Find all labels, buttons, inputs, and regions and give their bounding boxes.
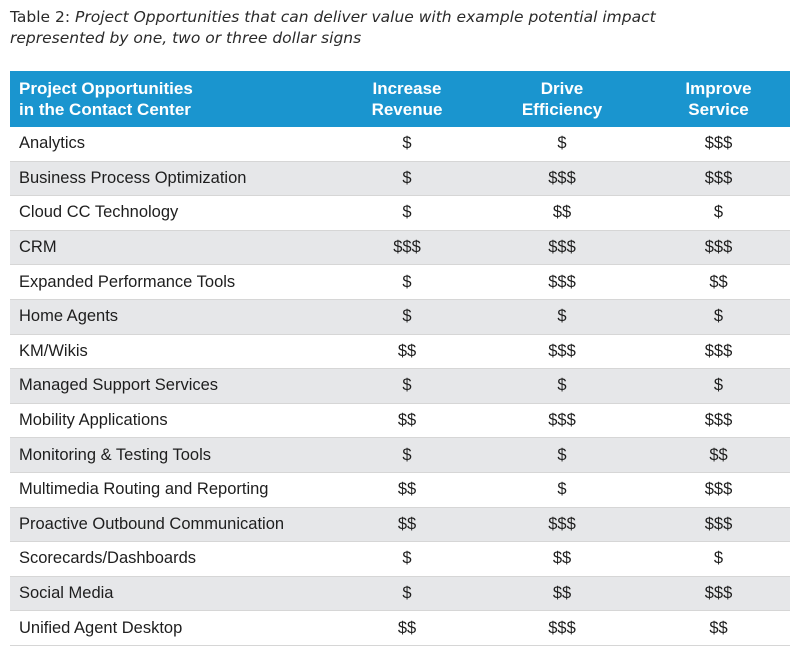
cell-improve-service: $$ (709, 445, 728, 464)
cell-drive-efficiency: $$$ (548, 168, 576, 187)
cell-improve-service: $$$ (704, 411, 733, 430)
header-col1-line1: Increase (372, 79, 442, 98)
opportunities-table: Project Opportunities in the Contact Cen… (10, 71, 790, 646)
table-row: Mobility Applications $$ $$$ $$$ (10, 404, 790, 439)
cell-improve-service: $ (713, 549, 724, 568)
cell-project-name: Home Agents (19, 307, 119, 326)
cell-increase-revenue: $$ (397, 411, 417, 430)
table-body: Analytics $ $ $$$ Business Process Optimizat… (10, 127, 790, 646)
cell-improve-service: $$$ (704, 584, 733, 603)
cell-project-name: Analytics (19, 134, 86, 153)
cell-improve-service: $ (713, 307, 724, 326)
cell-drive-efficiency: $$$ (548, 618, 576, 637)
cell-increase-revenue: $ (402, 549, 412, 568)
cell-project-name: Cloud CC Technology (19, 203, 179, 222)
cell-drive-efficiency: $$ (552, 549, 572, 568)
cell-drive-efficiency: $$$ (548, 411, 576, 430)
caption-lead: Table 2: (10, 8, 76, 26)
cell-increase-revenue: $ (402, 445, 412, 464)
cell-drive-efficiency: $ (557, 134, 567, 153)
cell-improve-service: $$$ (704, 168, 733, 187)
cell-project-name: Social Media (19, 584, 114, 603)
cell-increase-revenue: $$ (397, 618, 417, 637)
cell-improve-service: $$$ (704, 238, 733, 257)
header-col0-line2: in the Contact Center (19, 100, 191, 119)
cell-project-name: KM/Wikis (19, 341, 88, 360)
table-caption: Table 2: Project Opportunities that can … (10, 7, 710, 49)
cell-increase-revenue: $ (402, 168, 412, 187)
cell-increase-revenue: $ (402, 134, 412, 153)
cell-project-name: Managed Support Services (19, 376, 219, 395)
cell-drive-efficiency: $ (557, 445, 567, 464)
table-row: Social Media $ $$ $$$ (10, 576, 790, 612)
cell-project-name: Multimedia Routing and Reporting (19, 480, 269, 499)
cell-increase-revenue: $ (402, 584, 412, 603)
header-col3-line1: Improve (685, 79, 752, 98)
cell-drive-efficiency: $$$ (548, 514, 576, 533)
table-row: Cloud CC Technology $ $$ $ (10, 196, 790, 231)
cell-improve-service: $ (713, 203, 724, 222)
cell-project-name: CRM (19, 238, 57, 257)
cell-improve-service: $$$ (704, 514, 733, 533)
cell-increase-revenue: $$$ (393, 238, 421, 257)
cell-project-name: Unified Agent Desktop (19, 618, 183, 637)
header-improve-service: Improve Service (647, 78, 790, 120)
table-row: Unified Agent Desktop $$ $$$ $$ (10, 611, 790, 646)
header-col1-line2: Revenue (371, 100, 443, 119)
table-row: Scorecards/Dashboards $ $$ $ (10, 542, 790, 577)
header-col3-line2: Service (688, 100, 749, 119)
cell-project-name: Scorecards/Dashboards (19, 549, 197, 568)
table-row: Home Agents $ $ $ (10, 299, 790, 335)
cell-increase-revenue: $$ (397, 514, 417, 533)
table-row: Proactive Outbound Communication $$ $$$ $$$ (10, 507, 790, 543)
caption-text: Project Opportunities that can deliver v… (10, 8, 656, 47)
table-row: KM/Wikis $$ $$$ $$$ (10, 335, 790, 370)
cell-project-name: Expanded Performance Tools (19, 272, 236, 291)
cell-project-name: Monitoring & Testing Tools (19, 445, 211, 464)
cell-drive-efficiency: $$$ (548, 238, 576, 257)
cell-drive-efficiency: $$$ (548, 341, 576, 360)
cell-improve-service: $$ (709, 618, 728, 637)
table-row: Managed Support Services $ $ $ (10, 369, 790, 404)
cell-drive-efficiency: $ (557, 480, 567, 499)
header-col0-line1: Project Opportunities (19, 79, 193, 98)
header-increase-revenue: Increase Revenue (337, 78, 477, 120)
cell-project-name: Proactive Outbound Communication (19, 514, 285, 533)
table-row: Multimedia Routing and Reporting $$ $ $$$ (10, 473, 790, 508)
table-header: Project Opportunities in the Contact Cen… (10, 71, 790, 127)
cell-improve-service: $$$ (704, 341, 733, 360)
cell-increase-revenue: $ (402, 203, 412, 222)
table-row: Analytics $ $ $$$ (10, 127, 790, 162)
cell-improve-service: $$ (709, 272, 728, 291)
cell-drive-efficiency: $ (557, 307, 567, 326)
cell-increase-revenue: $ (402, 272, 412, 291)
table-row: Monitoring & Testing Tools $ $ $$ (10, 438, 790, 473)
header-project-opportunities: Project Opportunities in the Contact Cen… (10, 78, 337, 120)
table-row: CRM $$$ $$$ $$$ (10, 230, 790, 266)
cell-drive-efficiency: $$$ (548, 272, 576, 291)
header-drive-efficiency: Drive Efficiency (477, 78, 647, 120)
cell-increase-revenue: $$ (397, 341, 417, 360)
cell-project-name: Mobility Applications (19, 411, 168, 430)
cell-improve-service: $$$ (704, 480, 733, 499)
cell-improve-service: $$$ (704, 134, 733, 153)
cell-increase-revenue: $$ (397, 480, 417, 499)
cell-increase-revenue: $ (402, 307, 412, 326)
table-row: Business Process Optimization $ $$$ $$$ (10, 161, 790, 197)
cell-drive-efficiency: $$ (552, 203, 572, 222)
cell-increase-revenue: $ (402, 376, 412, 395)
header-col2-line1: Drive (540, 79, 584, 98)
header-col2-line2: Efficiency (521, 100, 603, 119)
cell-drive-efficiency: $ (557, 376, 567, 395)
table-row: Expanded Performance Tools $ $$$ $$ (10, 265, 790, 300)
cell-drive-efficiency: $$ (552, 584, 572, 603)
cell-improve-service: $ (713, 376, 724, 395)
cell-project-name: Business Process Optimization (19, 168, 247, 187)
